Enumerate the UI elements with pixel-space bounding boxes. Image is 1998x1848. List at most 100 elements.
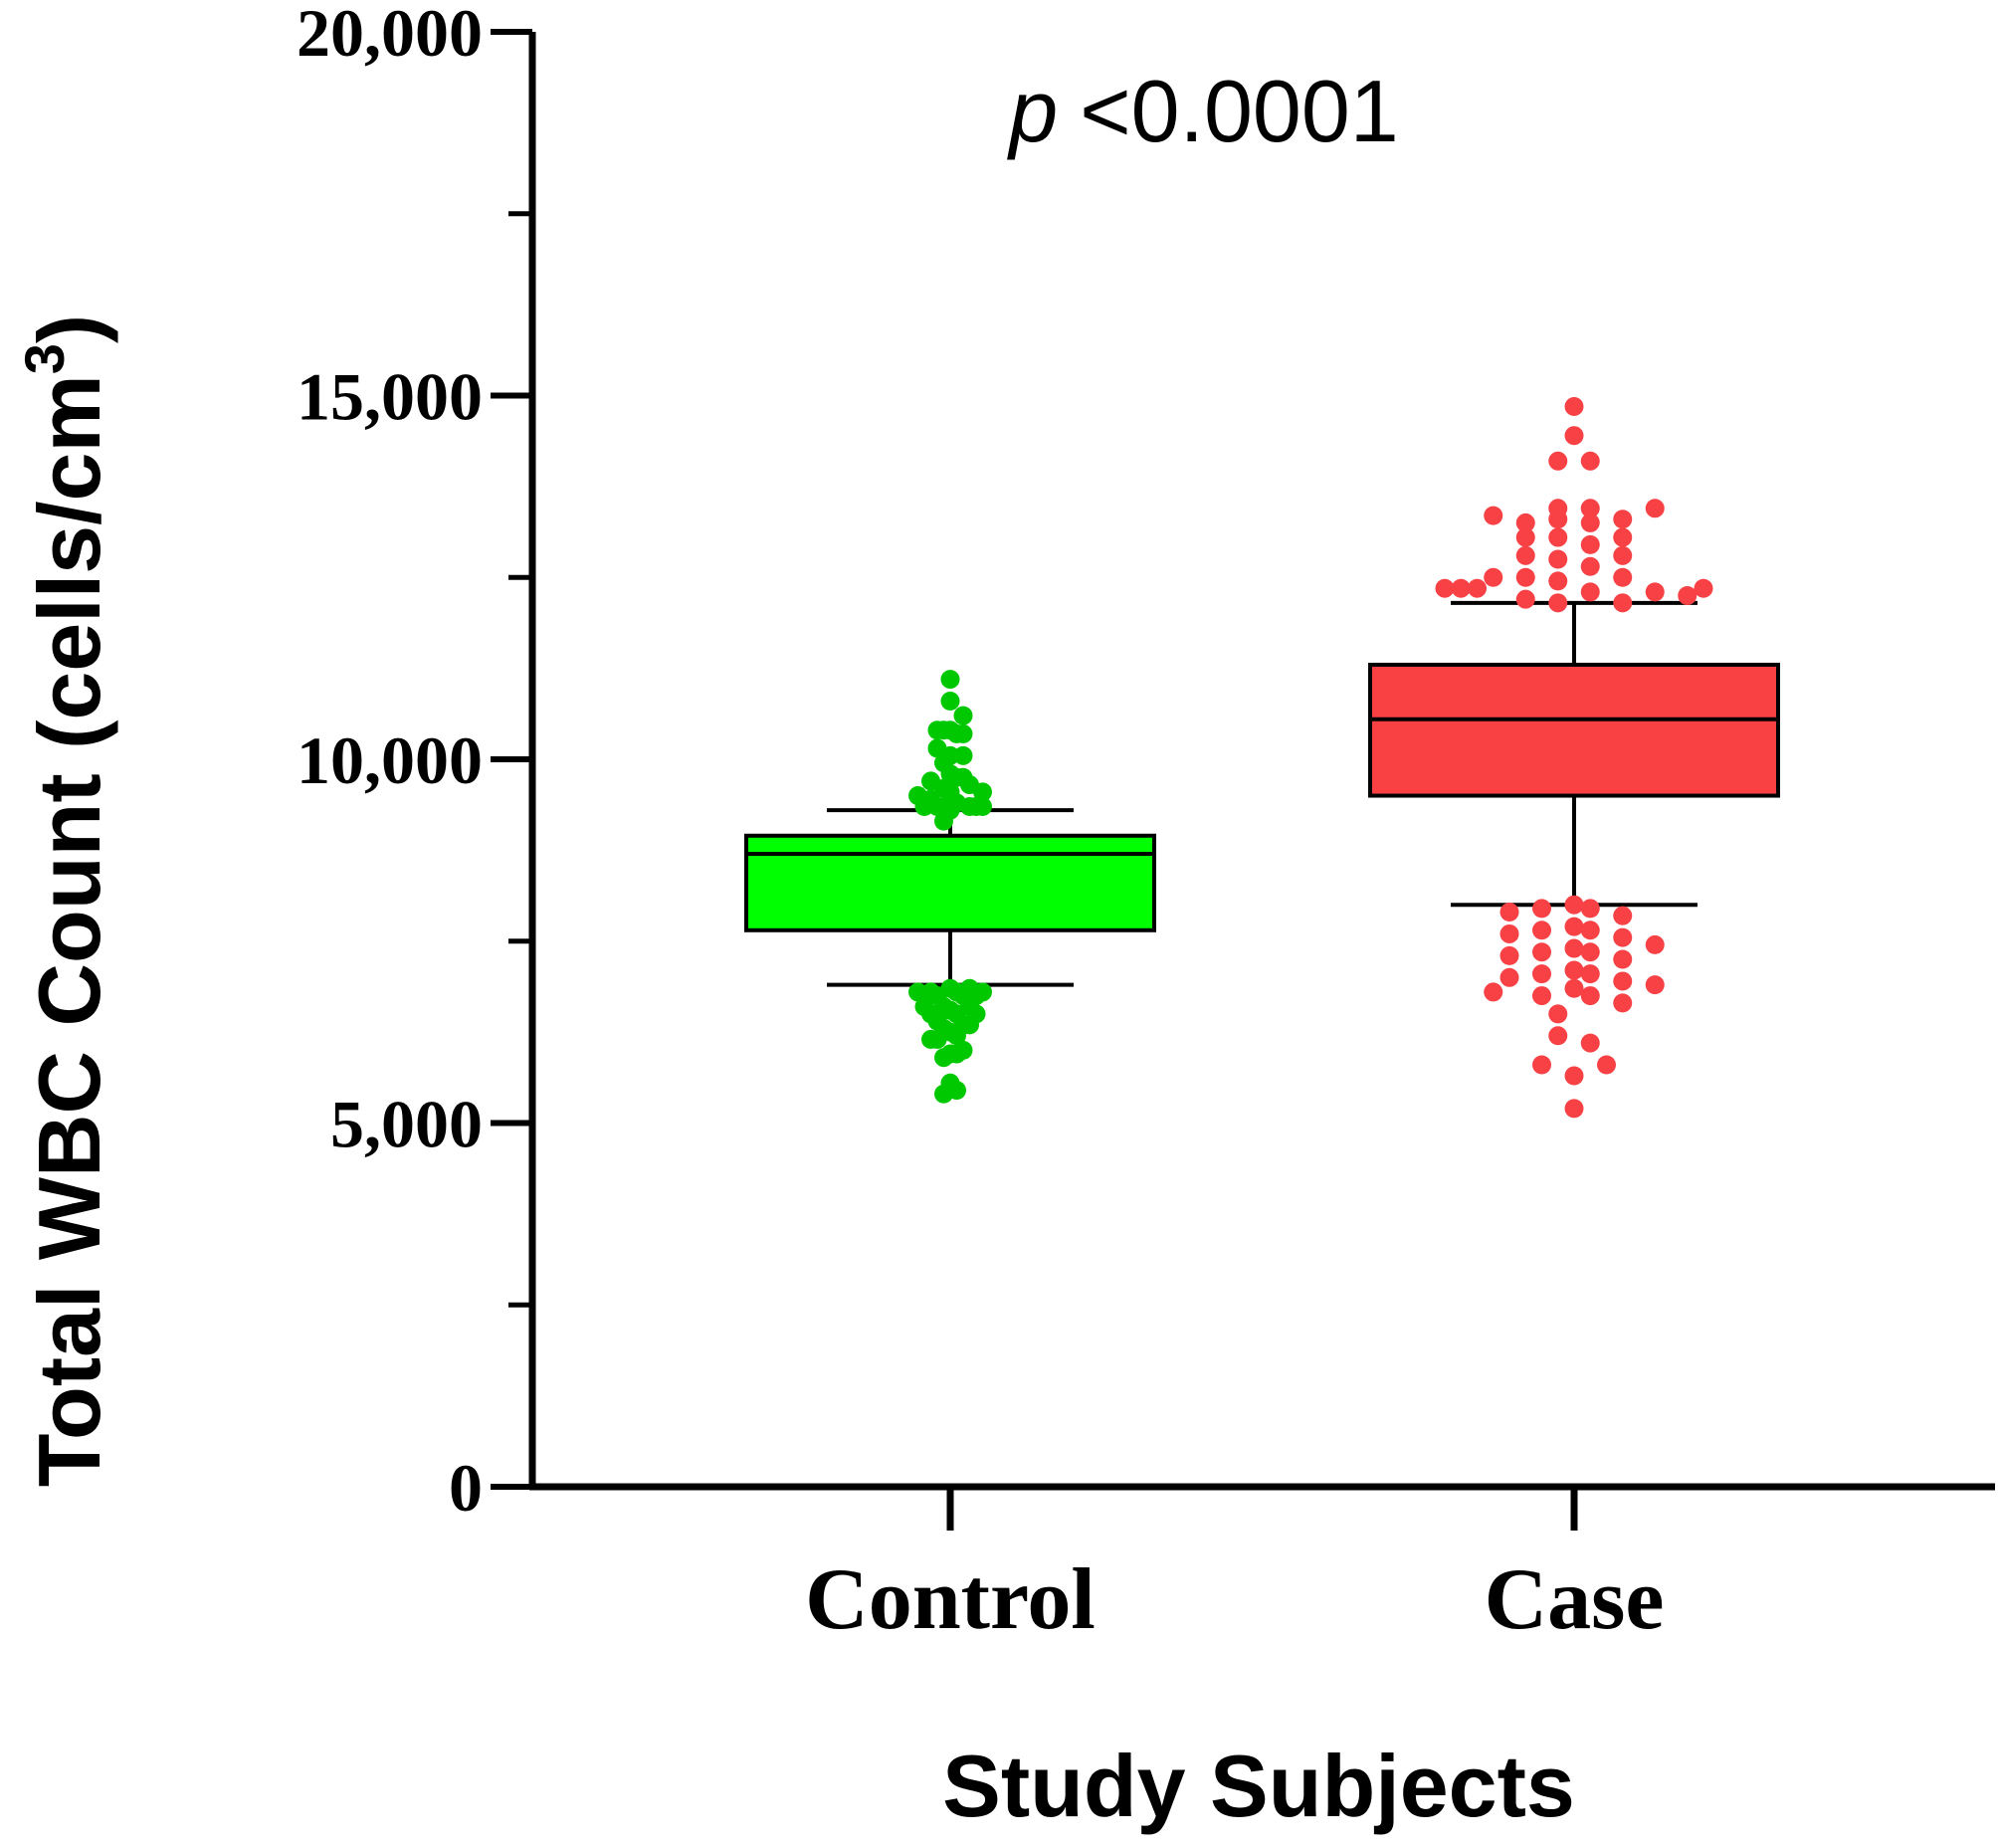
data-point xyxy=(1645,975,1665,995)
data-point xyxy=(1515,513,1535,532)
data-point xyxy=(1532,964,1551,984)
data-point xyxy=(1613,906,1633,925)
data-point xyxy=(1580,964,1600,984)
data-point xyxy=(1678,586,1698,606)
data-point xyxy=(1548,1026,1568,1046)
data-point xyxy=(1548,451,1568,471)
data-point xyxy=(1580,899,1600,919)
data-point xyxy=(1564,938,1584,958)
data-point xyxy=(1548,571,1568,591)
data-point xyxy=(1580,921,1600,940)
data-point xyxy=(1499,924,1519,943)
data-point xyxy=(1580,1033,1600,1053)
data-point xyxy=(1484,982,1503,1002)
data-point xyxy=(1532,921,1551,940)
data-point xyxy=(1532,942,1551,962)
y-tick-label: 15,000 xyxy=(297,359,483,435)
data-point xyxy=(1580,556,1600,576)
data-point xyxy=(1451,578,1471,598)
data-point xyxy=(1499,967,1519,987)
data-point xyxy=(940,692,960,712)
data-point xyxy=(1564,1099,1584,1119)
data-point xyxy=(1532,986,1551,1006)
data-point xyxy=(1548,1004,1568,1024)
y-axis-title-prefix: Total WBC Count (cells/cm xyxy=(20,374,118,1487)
x-axis-title: Study Subjects xyxy=(942,1737,1575,1835)
data-point xyxy=(953,1040,973,1060)
data-point xyxy=(1548,593,1568,613)
data-point xyxy=(1548,549,1568,569)
data-point xyxy=(953,723,973,743)
data-point xyxy=(1613,567,1633,587)
data-point xyxy=(973,982,992,1002)
points-case xyxy=(1435,396,1713,1119)
y-tick-label: 0 xyxy=(449,1450,483,1526)
data-point xyxy=(1613,510,1633,529)
data-point xyxy=(1564,396,1584,416)
data-point xyxy=(1564,917,1584,936)
data-point xyxy=(966,1004,986,1024)
data-point xyxy=(1613,545,1633,565)
data-point xyxy=(1515,589,1535,609)
data-point xyxy=(1645,499,1665,518)
points-layer xyxy=(908,396,1713,1119)
data-point xyxy=(1548,527,1568,547)
data-point xyxy=(1564,895,1584,915)
data-point xyxy=(1515,567,1535,587)
data-point xyxy=(1499,945,1519,965)
x-tick-label-case: Case xyxy=(1485,1551,1665,1648)
data-point xyxy=(940,745,960,765)
labels-layer: p <0.0001 Study Subjects Total WBC Count … xyxy=(13,62,1575,1835)
data-point xyxy=(908,982,927,1002)
points-control xyxy=(908,670,992,1104)
box-control xyxy=(744,808,1156,987)
iqr-box xyxy=(1368,662,1780,798)
p-value-symbol: p xyxy=(1006,62,1058,160)
data-point xyxy=(973,797,992,817)
y-tick-label: 10,000 xyxy=(297,722,483,798)
y-axis-title-superscript: 3 xyxy=(13,343,76,374)
data-point xyxy=(947,1081,966,1101)
data-point xyxy=(1580,582,1600,602)
data-point xyxy=(1580,513,1600,532)
p-value-annotation: p <0.0001 xyxy=(1006,62,1399,160)
y-tick-label: 20,000 xyxy=(297,0,483,71)
data-point xyxy=(1468,578,1487,598)
data-point xyxy=(1564,960,1584,980)
data-point xyxy=(1484,567,1503,587)
data-point xyxy=(1580,986,1600,1006)
data-point xyxy=(1564,1066,1584,1086)
data-point xyxy=(1613,993,1633,1013)
y-tick-label: 5,000 xyxy=(330,1087,483,1162)
data-point xyxy=(1515,527,1535,547)
data-point xyxy=(1499,903,1519,923)
y-axis-title-suffix: ) xyxy=(20,314,118,343)
data-point xyxy=(1613,949,1633,969)
data-point xyxy=(1548,499,1568,518)
data-point xyxy=(1580,499,1600,518)
data-point xyxy=(1564,426,1584,446)
boxes-layer xyxy=(744,600,1780,987)
axes-layer: 0 5,000 10,000 15,000 20,000 Control Case xyxy=(297,0,1995,1648)
data-point xyxy=(1580,451,1600,471)
data-point xyxy=(1435,578,1455,598)
data-point xyxy=(1613,593,1633,613)
data-point xyxy=(1613,527,1633,547)
data-point xyxy=(1515,545,1535,565)
data-point xyxy=(1564,978,1584,998)
box-case xyxy=(1368,600,1780,908)
data-point xyxy=(953,745,973,765)
data-point xyxy=(1580,942,1600,962)
data-point xyxy=(940,670,960,690)
data-point xyxy=(1613,971,1633,991)
data-point xyxy=(1580,534,1600,554)
data-point xyxy=(1532,1055,1551,1075)
data-point xyxy=(1645,934,1665,954)
data-point xyxy=(1613,927,1633,947)
data-point xyxy=(1645,582,1665,602)
p-value-text: <0.0001 xyxy=(1080,62,1399,160)
data-point xyxy=(973,782,992,802)
data-point xyxy=(1694,578,1713,598)
data-point xyxy=(953,706,973,725)
